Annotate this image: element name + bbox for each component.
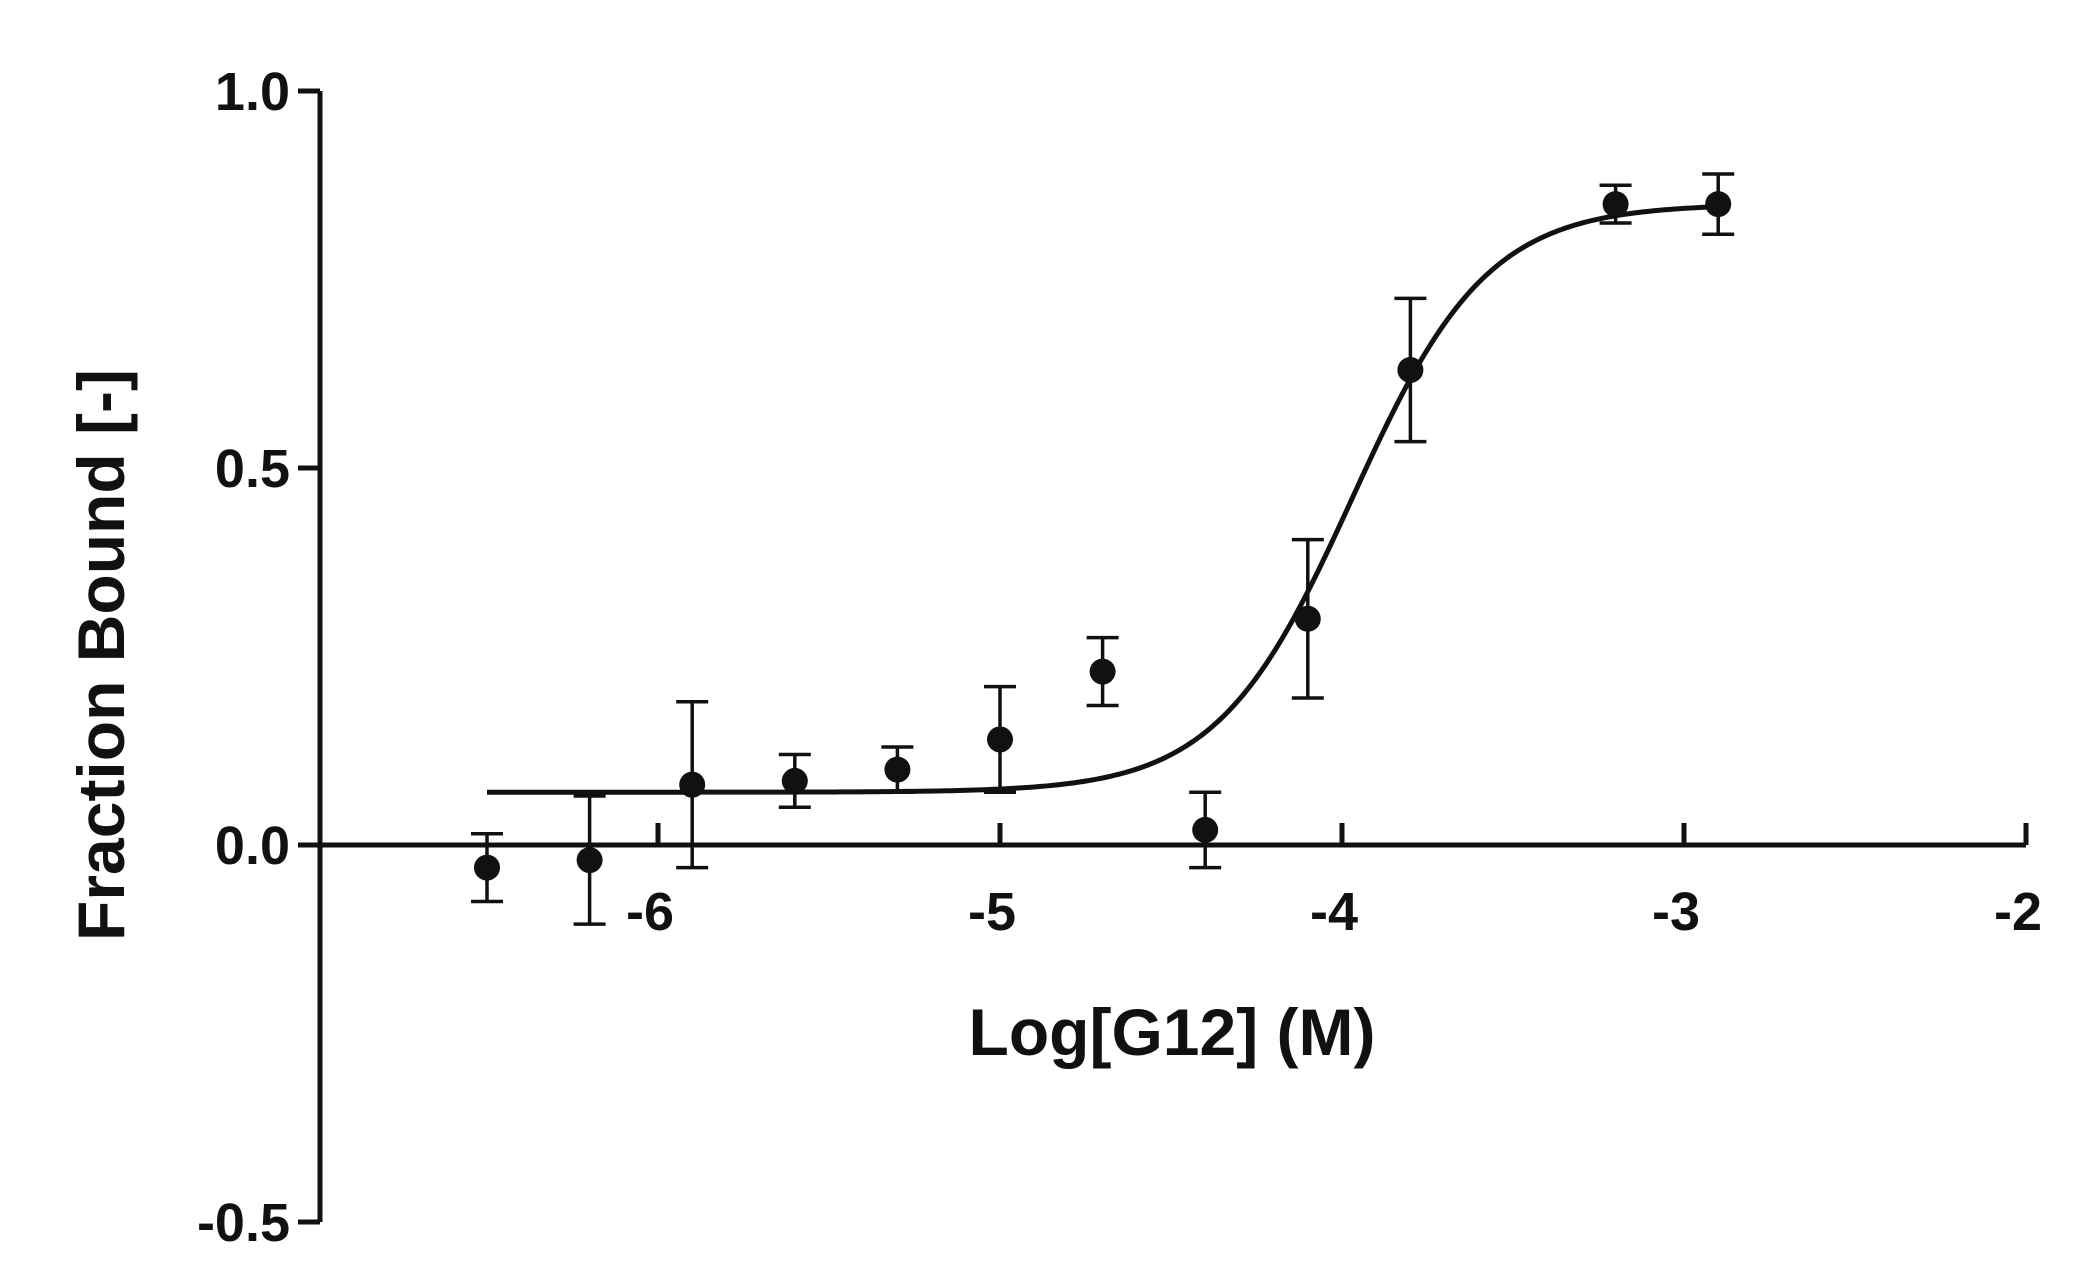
y-tick-label: 0.0 (215, 816, 290, 876)
data-point (679, 771, 706, 798)
x-axis-title: Log[G12] (M) (969, 995, 1376, 1069)
x-tick-label: -5 (968, 882, 1016, 942)
data-point (576, 847, 603, 874)
x-tick-label: -2 (1994, 882, 2042, 942)
y-tick-label: 0.5 (215, 439, 290, 499)
data-points (474, 191, 1732, 881)
data-point (1705, 191, 1732, 218)
axes (298, 88, 2029, 1225)
x-tick-label: -6 (626, 882, 674, 942)
data-point (781, 767, 808, 794)
data-point (1294, 605, 1321, 632)
data-point (1089, 658, 1116, 685)
y-tick-label: 1.0 (215, 62, 290, 122)
y-tick-label: -0.5 (197, 1193, 290, 1253)
data-point (1602, 191, 1629, 218)
data-point (884, 756, 911, 783)
x-tick-label: -4 (1310, 882, 1358, 942)
data-point (1192, 816, 1219, 843)
y-axis-title: Fraction Bound [-] (64, 369, 138, 941)
error-bars (471, 172, 1735, 926)
x-tick-label: -3 (1652, 882, 1700, 942)
tick-labels: -0.5 0.0 0.5 1.0 -6 -5 -4 -3 -2 (197, 62, 2042, 1253)
data-point (987, 726, 1013, 753)
data-point (1397, 356, 1424, 383)
data-point (474, 854, 500, 881)
